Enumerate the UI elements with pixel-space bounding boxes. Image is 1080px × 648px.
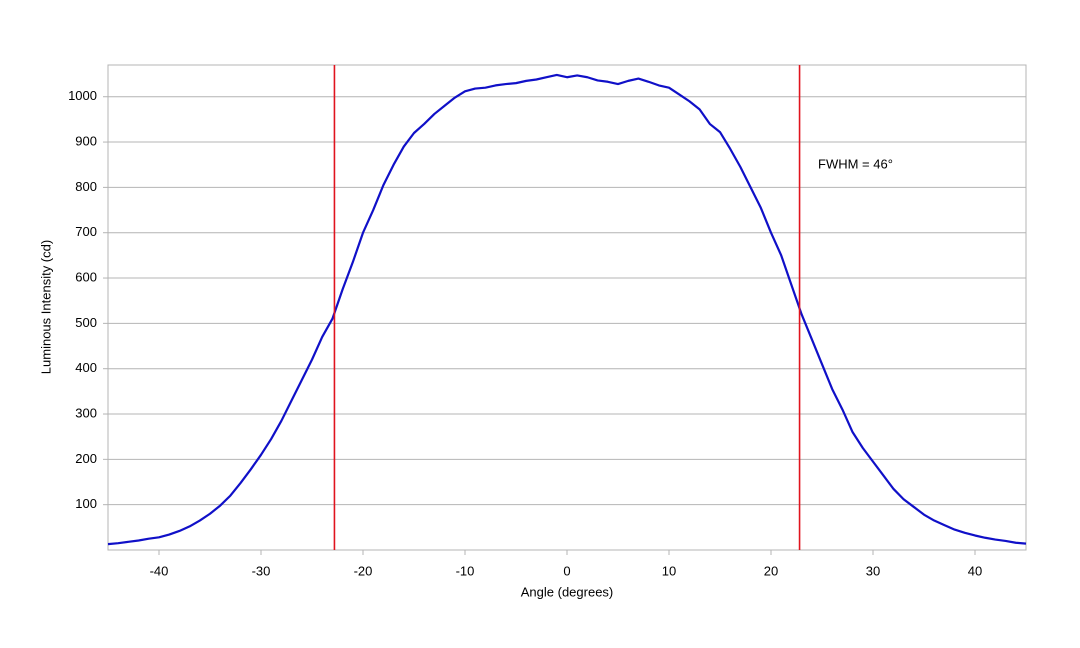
x-tick-label: -10 (456, 563, 475, 578)
y-tick-label: 1000 (68, 88, 97, 103)
y-tick-label: 900 (75, 133, 97, 148)
y-tick-label: 100 (75, 496, 97, 511)
x-tick-label: -20 (354, 563, 373, 578)
x-tick-label: 10 (662, 563, 676, 578)
y-tick-label: 800 (75, 179, 97, 194)
y-axis-label: Luminous Intensity (cd) (38, 240, 53, 374)
x-tick-label: 20 (764, 563, 778, 578)
plot-frame (107, 64, 1027, 551)
x-tick-label: 30 (866, 563, 880, 578)
x-tick-label: -40 (150, 563, 169, 578)
annotation: FWHM = 46° (818, 156, 893, 171)
y-tick-label: 500 (75, 315, 97, 330)
x-tick-label: 40 (968, 563, 982, 578)
x-tick-label: -30 (252, 563, 271, 578)
x-axis-label: Angle (degrees) (521, 584, 614, 599)
x-tick-label: 0 (563, 563, 570, 578)
y-tick-label: 700 (75, 224, 97, 239)
y-tick-label: 600 (75, 269, 97, 284)
data-line (107, 73, 1027, 546)
y-tick-label: 400 (75, 360, 97, 375)
y-tick-label: 300 (75, 405, 97, 420)
y-tick-label: 200 (75, 451, 97, 466)
